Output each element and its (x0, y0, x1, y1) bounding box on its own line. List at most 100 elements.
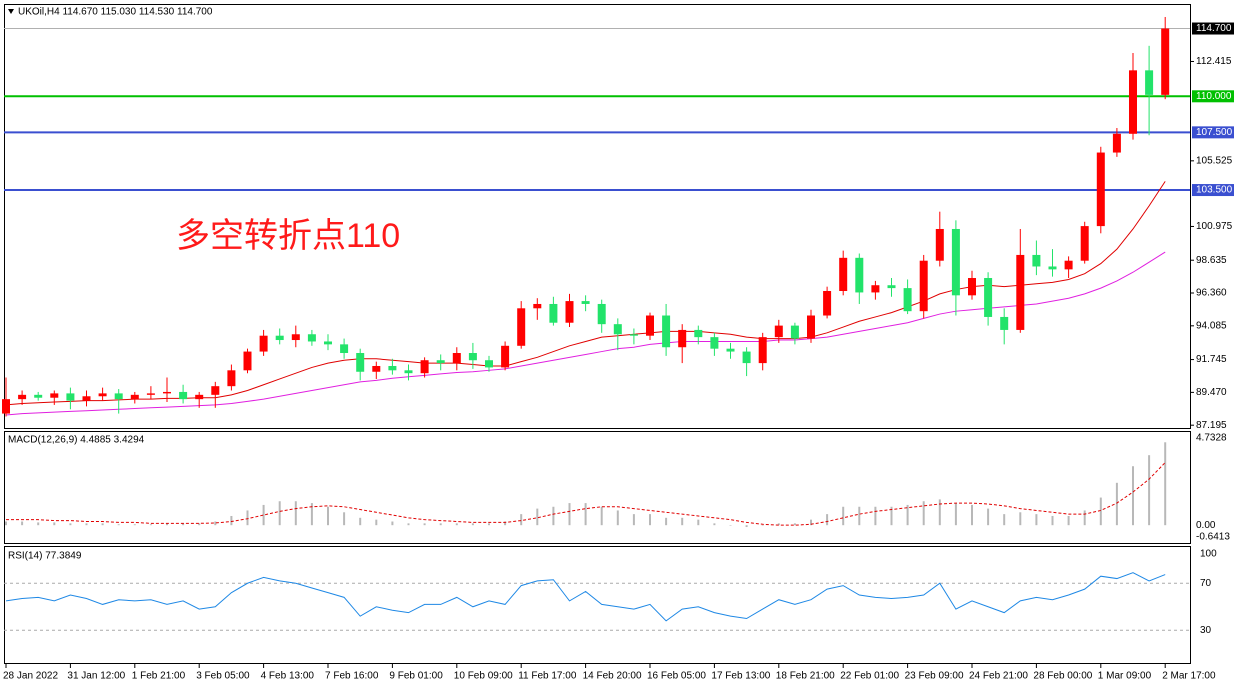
candle-body (790, 325, 799, 339)
macd-bar (1164, 442, 1167, 526)
candle-body (1080, 226, 1089, 261)
macd-bar (182, 523, 185, 526)
macd-bar (262, 504, 265, 526)
macd-bar (649, 514, 651, 526)
candle-body (517, 308, 526, 346)
macd-bar (85, 523, 88, 526)
candle-body (1064, 260, 1073, 270)
candle-body (662, 315, 671, 348)
macd-bar (246, 510, 249, 526)
x-tick-label: 1 Mar 09:00 (1098, 671, 1152, 682)
level-box (1192, 126, 1234, 139)
level-box (1192, 184, 1234, 197)
candle-body (146, 393, 155, 395)
macd-bar (278, 501, 281, 526)
x-tick-label: 4 Feb 13:00 (261, 671, 315, 682)
macd-bar (1067, 515, 1070, 526)
x-tick-label: 3 Feb 05:00 (196, 671, 250, 682)
macd-bar (1019, 512, 1022, 526)
macd-bar (971, 504, 973, 526)
candle-body (98, 393, 107, 397)
candle-body (903, 288, 912, 312)
candle-body (678, 329, 687, 348)
macd-bar (117, 524, 120, 526)
candle-body (597, 303, 606, 325)
macd-bar (37, 522, 40, 526)
candle-body (18, 394, 27, 400)
macd-bar (584, 503, 587, 526)
macd-tick-label: -0.6413 (1196, 532, 1230, 543)
candle-body (1016, 254, 1025, 330)
candle-body (436, 360, 445, 364)
menu-arrow (8, 9, 14, 14)
macd-bar (327, 506, 329, 526)
candle-body (243, 351, 252, 371)
y-tick-label: 96.360 (1196, 288, 1227, 299)
candle-body (871, 285, 880, 293)
candle-body (211, 386, 220, 395)
last-price-label: 114.700 (1196, 23, 1232, 34)
macd-bar (471, 523, 474, 526)
macd-bar (455, 523, 458, 526)
candle-body (468, 353, 477, 361)
macd-bar (874, 506, 877, 526)
macd-bar (906, 504, 909, 526)
macd-bar (681, 517, 684, 526)
macd-bar (439, 523, 442, 526)
y-tick-label: 91.745 (1196, 354, 1227, 365)
x-tick-label: 7 Feb 16:00 (325, 671, 379, 682)
macd-bar (101, 523, 104, 526)
y-tick-label: 98.635 (1196, 255, 1227, 266)
rsi-tick-label: 30 (1200, 625, 1212, 636)
macd-bar (616, 510, 619, 526)
macd-bar (375, 519, 378, 526)
candle-body (726, 348, 735, 352)
candle-body (646, 315, 654, 336)
candle-body (485, 360, 493, 368)
macd-bar (21, 521, 24, 526)
macd-bar (359, 517, 362, 526)
candle-body (1161, 28, 1170, 95)
macd-bar (1051, 515, 1054, 526)
candle-body (82, 396, 91, 401)
candle-body (227, 370, 236, 387)
macd-bar (826, 514, 829, 526)
candle-body (1096, 152, 1105, 227)
macd-tick-label: 4.7328 (1196, 433, 1227, 444)
candle-body (1112, 133, 1121, 153)
candle-body (1032, 254, 1041, 267)
candle-body (774, 325, 783, 338)
candle-body (195, 394, 204, 400)
macd-bar (793, 523, 796, 526)
macd-bar (697, 519, 700, 526)
macd-bar (858, 506, 861, 526)
level-label: 110.000 (1196, 91, 1232, 102)
x-tick-label: 22 Feb 01:00 (840, 671, 899, 682)
candle-body (919, 260, 928, 312)
macd-bar (310, 503, 313, 526)
level-label: 103.500 (1196, 185, 1233, 196)
candle-body (114, 393, 123, 400)
candle-body (501, 345, 510, 368)
macd-bar (1099, 497, 1102, 526)
candle-body (356, 353, 365, 372)
y-tick-label: 105.525 (1196, 155, 1233, 166)
rsi-line (5, 572, 1166, 622)
candle-body (1000, 316, 1009, 330)
macd-bar (166, 523, 168, 526)
macd-bar (1003, 514, 1006, 526)
macd-bar (1083, 510, 1086, 526)
rsi-title: RSI(14) 77.3849 (8, 551, 82, 562)
macd-bar (53, 522, 56, 526)
macd-title: MACD(12,26,9) 4.4885 3.4294 (8, 435, 145, 446)
level-box (1192, 90, 1234, 103)
macd-bar (504, 521, 507, 526)
y-tick-label: 100.975 (1196, 221, 1233, 232)
candle-body (823, 290, 832, 316)
macd-signal (6, 462, 1166, 526)
candle-body (935, 228, 944, 261)
y-tick-label: 89.470 (1196, 387, 1227, 398)
candle-body (291, 334, 300, 341)
candle-body (807, 315, 815, 339)
x-tick-label: 2 Mar 17:00 (1162, 671, 1216, 682)
